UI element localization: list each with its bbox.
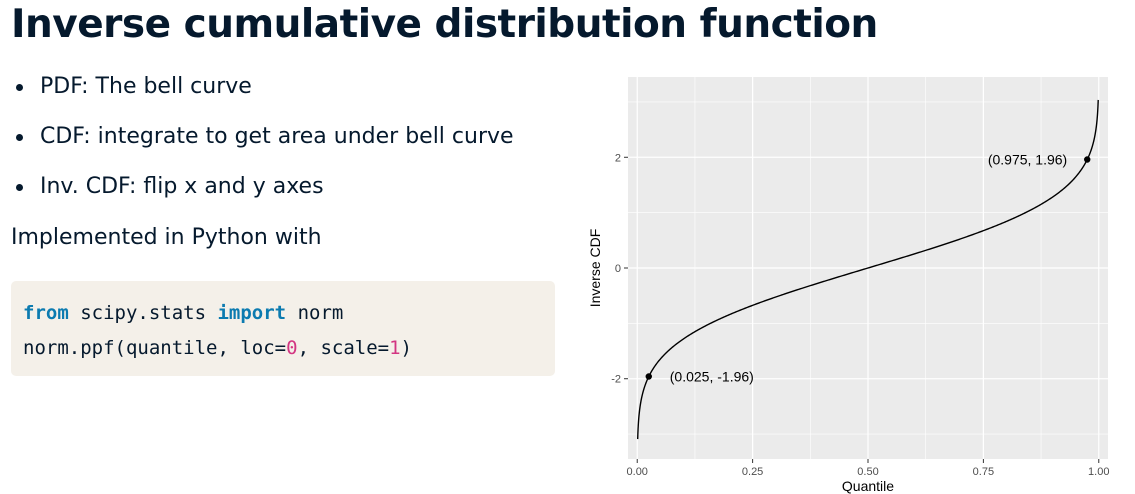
x-axis-title: Quantile [842,478,894,494]
y-tick-label: 0 [615,263,621,275]
code-line-2: norm.ppf(quantile, loc=0, scale=1) [23,331,555,366]
code-keyword-import: import [217,302,287,324]
code-block: from scipy.stats import norm norm.ppf(qua… [11,281,555,376]
x-tick-label: 0.50 [857,466,878,478]
y-axis-title: Inverse CDF [587,229,603,308]
inverse-cdf-chart: 0.00 0.25 0.50 0.75 1.00 -2 0 2 Quantile Inverse … [587,77,1109,494]
code-call: norm.ppf(quantile, loc= [23,337,287,359]
bullet-list: PDF: The bell curve CDF: integrate to ge… [14,70,514,220]
bullet-cdf: CDF: integrate to get area under bell cu… [14,120,514,170]
code-loc-value: 0 [286,337,298,359]
bullet-pdf: PDF: The bell curve [14,70,514,120]
code-import-name: norm [286,302,344,324]
inverse-cdf-curve [636,99,1099,440]
point-label: (0.975, 1.96) [988,151,1067,167]
code-line-1: from scipy.stats import norm [23,296,555,331]
slide-title: Inverse cumulative distribution function [11,2,878,47]
highlight-point [1084,156,1091,163]
code-close-paren: ) [400,337,412,359]
y-tick-label: 2 [615,152,621,164]
x-tick-label: 0.00 [627,466,648,478]
x-tick-label: 0.25 [742,466,763,478]
bullet-inv-cdf: Inv. CDF: flip x and y axes [14,170,514,220]
highlight-point [645,373,652,380]
point-label: (0.025, -1.96) [670,369,754,385]
code-scale-value: 1 [389,337,401,359]
implemented-text: Implemented in Python with [11,225,322,250]
x-tick-label: 0.75 [973,466,994,478]
code-keyword-from: from [23,302,69,324]
code-scale-arg: , scale= [297,337,390,359]
code-module: scipy.stats [68,302,218,324]
y-tick-label: -2 [611,374,621,386]
x-tick-label: 1.00 [1088,466,1109,478]
